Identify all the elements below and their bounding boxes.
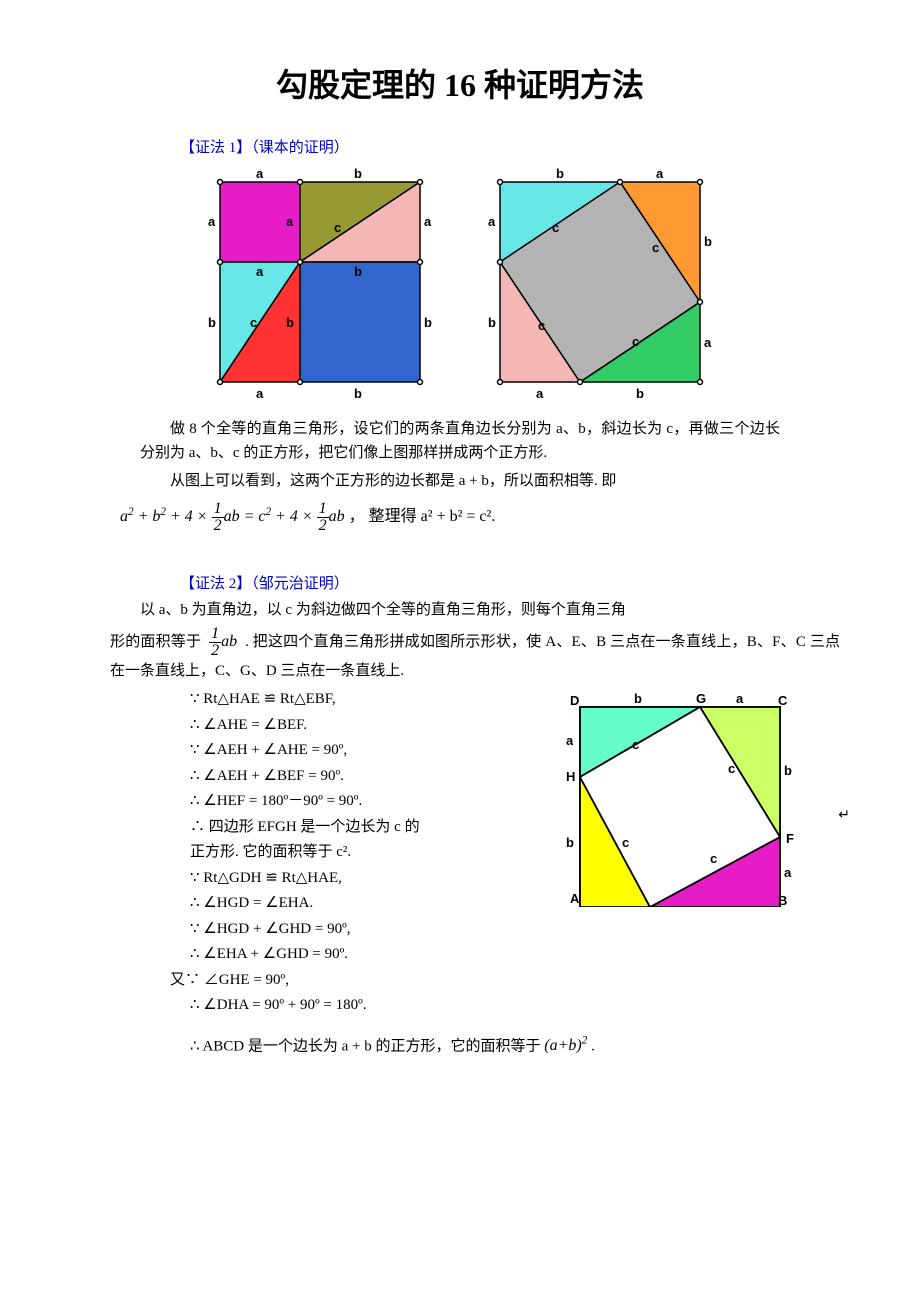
proof2-figure-wrap: DbGaC ab HF ba AaEbB cc cc ↵ xyxy=(560,687,840,907)
svg-text:b: b xyxy=(354,386,362,401)
svg-text:a: a xyxy=(566,733,574,748)
svg-text:b: b xyxy=(488,315,496,330)
svg-text:c: c xyxy=(334,220,341,235)
proof2-conclusion: ∴ ABCD 是一个边长为 a + b 的正方形，它的面积等于 (a+b)2 . xyxy=(190,1033,840,1059)
svg-text:c: c xyxy=(538,318,545,333)
proof1-p1: 做 8 个全等的直角三角形，设它们的两条直角边长分别为 a、b，斜边长为 c，再… xyxy=(140,417,780,465)
svg-text:a: a xyxy=(704,335,712,350)
proof1-header: 【证法 1】（课本的证明） xyxy=(180,136,840,157)
svg-text:D: D xyxy=(570,693,579,708)
proof2-figure: DbGaC ab HF ba AaEbB cc cc xyxy=(560,687,800,907)
svg-text:a: a xyxy=(286,214,294,229)
svg-text:b: b xyxy=(424,315,432,330)
proof2-p1a: 以 a、b 为直角边，以 c 为斜边做四个全等的直角三角形，则每个直角三角 xyxy=(140,598,840,622)
svg-text:a: a xyxy=(736,691,744,706)
svg-text:b: b xyxy=(784,763,792,778)
svg-text:c: c xyxy=(632,334,639,349)
proof2-p1b: 形的面积等于 12ab . 把这四个直角三角形拼成如图所示形状，使 A、E、B … xyxy=(110,626,840,683)
svg-text:C: C xyxy=(778,693,788,708)
svg-text:c: c xyxy=(552,220,559,235)
svg-text:a: a xyxy=(536,386,544,401)
svg-text:b: b xyxy=(566,835,574,850)
svg-text:a: a xyxy=(256,166,264,181)
svg-text:F: F xyxy=(786,831,794,846)
proof1-p2: 从图上可以看到，这两个正方形的边长都是 a + b，所以面积相等. 即 xyxy=(140,469,780,493)
svg-text:a: a xyxy=(488,214,496,229)
svg-text:b: b xyxy=(704,234,712,249)
proof1-figure-right: b a a b b a a b c c c c xyxy=(480,162,720,402)
page-title: 勾股定理的 16 种证明方法 xyxy=(80,60,840,106)
svg-text:c: c xyxy=(622,835,629,850)
svg-text:c: c xyxy=(632,737,639,752)
svg-text:a: a xyxy=(256,264,264,279)
svg-text:b: b xyxy=(286,315,294,330)
svg-text:c: c xyxy=(710,851,717,866)
svg-text:H: H xyxy=(566,769,575,784)
svg-text:b: b xyxy=(354,264,362,279)
svg-text:A: A xyxy=(570,891,580,906)
proof2-header: 【证法 2】（邹元治证明） xyxy=(180,572,840,593)
proof1-figures: a b a a b b a b a b a b c c xyxy=(80,162,840,402)
svg-text:G: G xyxy=(696,691,706,706)
svg-text:b: b xyxy=(634,691,642,706)
edit-mark-icon: ↵ xyxy=(838,807,850,824)
svg-text:c: c xyxy=(250,315,257,330)
svg-text:a: a xyxy=(784,865,792,880)
proof2-steps: ∵ Rt△HAE ≌ Rt△EBF, ∴ ∠AHE = ∠BEF. ∵ ∠AEH… xyxy=(80,687,560,1019)
svg-text:b: b xyxy=(556,166,564,181)
svg-text:b: b xyxy=(354,166,362,181)
proof1-figure-left: a b a a b b a b a b a b c c xyxy=(200,162,440,402)
svg-text:a: a xyxy=(424,214,432,229)
svg-text:c: c xyxy=(728,761,735,776)
svg-text:a: a xyxy=(208,214,216,229)
svg-text:b: b xyxy=(636,386,644,401)
svg-text:B: B xyxy=(778,893,787,907)
svg-text:a: a xyxy=(656,166,664,181)
svg-text:a: a xyxy=(256,386,264,401)
proof1-formula: a2 + b2 + 4 × 12ab = c2 + 4 × 12ab ， 整理得… xyxy=(120,501,840,534)
svg-text:b: b xyxy=(208,315,216,330)
svg-text:c: c xyxy=(652,240,659,255)
